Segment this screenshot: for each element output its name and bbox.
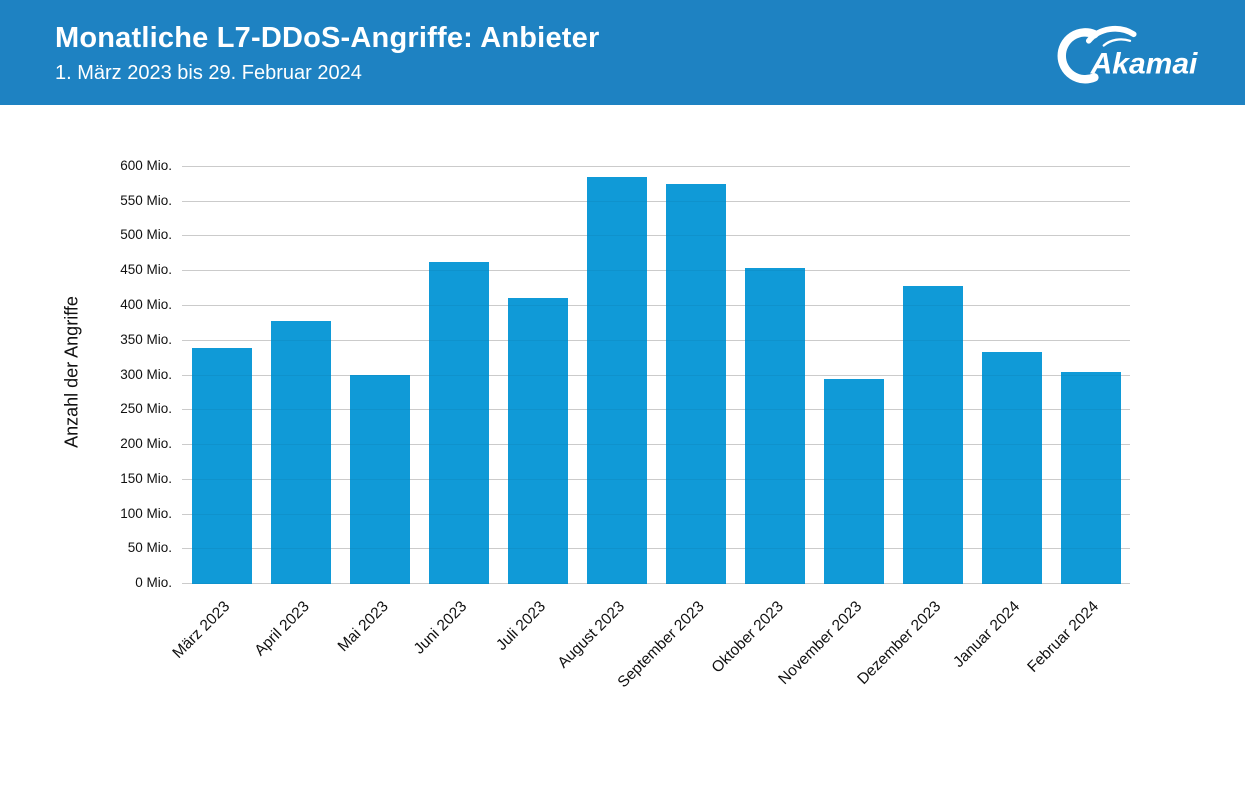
bar-cell <box>893 167 972 584</box>
y-tick-label: 350 Mio. <box>120 331 172 347</box>
gridline <box>182 374 1130 376</box>
bar <box>665 183 726 584</box>
plot-area: 0 Mio. 50 Mio. 100 Mio. 150 Mio. 200 Mio. 250… <box>120 158 1130 691</box>
logo-wordmark: Akamai <box>1090 47 1198 80</box>
bar-cell <box>735 167 814 584</box>
x-label-cell: Juni 2023 <box>411 584 498 734</box>
gridline <box>182 166 1130 167</box>
gridline <box>182 304 1130 306</box>
y-tick-label: 600 Mio. <box>120 158 172 173</box>
x-tick-label: Juni 2023 <box>410 598 471 658</box>
gridline <box>182 478 1130 480</box>
y-tick-label: 0 Mio. <box>135 575 172 590</box>
y-tick-label: 50 Mio. <box>127 540 172 556</box>
y-tick-label: 150 Mio. <box>120 470 172 486</box>
y-tick-label: 500 Mio. <box>120 227 172 243</box>
x-axis-tick-labels: März 2023 April 2023 Mai 2023 Juni 2023 Juli… <box>170 584 1130 734</box>
y-tick-label: 400 Mio. <box>120 296 172 312</box>
y-tick-label: 100 Mio. <box>120 505 172 521</box>
bar-series <box>182 167 1130 584</box>
gridline <box>182 443 1130 445</box>
header-titles: Monatliche L7-DDoS-Angriffe: Anbieter 1.… <box>55 21 599 84</box>
y-tick-label: 200 Mio. <box>120 435 172 451</box>
gridline <box>182 583 1130 584</box>
bar <box>191 347 252 584</box>
gridline <box>182 409 1130 411</box>
akamai-logo-mark: Akamai <box>1057 25 1198 83</box>
y-tick-label: 550 Mio. <box>120 192 172 208</box>
bar <box>744 268 805 584</box>
page-subtitle: 1. März 2023 bis 29. Februar 2024 <box>55 61 362 84</box>
bar-cell <box>972 167 1051 584</box>
header-banner: Monatliche L7-DDoS-Angriffe: Anbieter 1.… <box>0 0 1245 105</box>
bar <box>981 351 1042 584</box>
gridlines <box>182 166 1130 584</box>
bar <box>823 378 884 584</box>
logo-wave-arc <box>1085 25 1137 44</box>
akamai-logo: Akamai <box>1055 20 1205 86</box>
y-tick-label: 450 Mio. <box>120 262 172 278</box>
logo-wave-thin-arc <box>1102 37 1132 47</box>
gridline <box>182 339 1130 341</box>
bar <box>1060 372 1121 584</box>
gridline <box>182 235 1130 237</box>
logo-crescent-arc <box>1057 27 1099 83</box>
x-tick-label: März 2023 <box>169 598 234 662</box>
gridline <box>182 548 1130 550</box>
bar-cell <box>1051 167 1130 584</box>
x-label-cell: Mai 2023 <box>334 584 419 734</box>
x-tick-label: Juli 2023 <box>493 598 550 654</box>
bar <box>586 176 647 584</box>
x-tick-label: April 2023 <box>251 598 313 660</box>
x-tick-label: Mai 2023 <box>334 598 392 656</box>
y-tick-label: 300 Mio. <box>120 366 172 382</box>
bar-cell <box>182 167 261 584</box>
bar <box>902 285 963 584</box>
y-axis-tick-labels: 0 Mio. 50 Mio. 100 Mio. 150 Mio. 200 Mio. 250… <box>62 158 182 590</box>
bar <box>270 320 331 584</box>
bar <box>507 298 568 584</box>
gridline <box>182 513 1130 515</box>
bar-cell <box>656 167 735 584</box>
bar-cell <box>340 167 419 584</box>
bar-cell <box>814 167 893 584</box>
gridline <box>182 200 1130 202</box>
gridline <box>182 270 1130 272</box>
y-tick-label: 250 Mio. <box>120 401 172 417</box>
x-label-cell: April 2023 <box>251 584 340 734</box>
bar-cell <box>498 167 577 584</box>
bar <box>349 374 410 584</box>
page-title: Monatliche L7-DDoS-Angriffe: Anbieter <box>55 22 600 55</box>
bar-cell <box>261 167 340 584</box>
bar-cell <box>419 167 498 584</box>
x-label-cell: Februar 2024 <box>1025 584 1130 734</box>
x-label-cell: März 2023 <box>170 584 261 734</box>
bar <box>428 262 489 584</box>
bar-cell <box>577 167 656 584</box>
